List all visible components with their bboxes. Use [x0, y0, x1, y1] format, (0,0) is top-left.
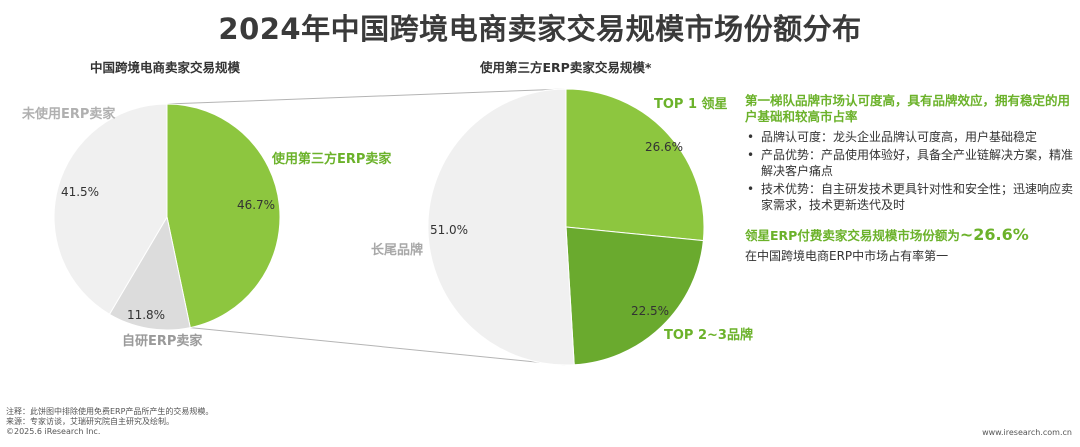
- pie-slice-2-3: [427, 88, 575, 366]
- pie-slice-2-1: [565, 88, 705, 242]
- pie-slice-2-2: [565, 226, 704, 366]
- value-label: 41.5%: [61, 185, 99, 199]
- value-label: 26.6%: [645, 140, 683, 154]
- source-note: 来源：专家访谈，艾瑞研究院自主研究及绘制。: [6, 417, 174, 426]
- category-label: 长尾品牌: [371, 242, 423, 258]
- insight-heading: 第一梯队品牌市场认可度高，具有品牌效应，拥有稳定的用户基础和较高市占率: [745, 93, 1071, 124]
- pie-slice-1-2: [108, 215, 191, 331]
- value-label: 11.8%: [127, 308, 165, 322]
- insight-item: • 品牌认可度：龙头企业品牌认可度高，用户基础稳定: [745, 129, 1075, 145]
- category-label: TOP 2~3品牌: [664, 327, 753, 343]
- share-highlight-value: ~26.6%: [959, 225, 1029, 244]
- footnote: 注释：此饼图中排除使用免费ERP产品所产生的交易规模。: [6, 407, 214, 416]
- pie-slice-1-1: [166, 103, 281, 329]
- insight-item: • 技术优势：自主研发技术更具针对性和安全性；迅速响应卖家需求，技术更新迭代及时: [745, 181, 1075, 213]
- share-highlight: 领星ERP付费卖家交易规模市场份额为~26.6%: [745, 227, 1075, 244]
- category-label: TOP 1 领星: [654, 96, 728, 112]
- insight-text: 产品优势：产品使用体验好，具备全产业链解决方案，精准解决客户痛点: [761, 148, 1074, 178]
- bullet-icon: •: [747, 182, 755, 196]
- value-label: 22.5%: [631, 304, 669, 318]
- insight-list: • 品牌认可度：龙头企业品牌认可度高，用户基础稳定 • 产品优势：产品使用体验好，具…: [745, 129, 1075, 213]
- pie-chart-left: 46.7% 使用第三方ERP卖家 11.8% 自研ERP卖家 41.5% 未使用ERP卖家: [21, 103, 392, 349]
- category-label: 自研ERP卖家: [122, 333, 203, 349]
- connector-line-top: [166, 88, 567, 105]
- pie-slice-1-3: [53, 103, 168, 315]
- insight-text: 技术优势：自主研发技术更具针对性和安全性；迅速响应卖家需求，技术更新迭代及时: [761, 182, 1074, 212]
- chart-title-left: 中国跨境电商卖家交易规模: [90, 60, 241, 75]
- category-label: 使用第三方ERP卖家: [271, 151, 392, 167]
- page-title: 2024年中国跨境电商卖家交易规模市场份额分布: [218, 12, 862, 46]
- pie-chart-right: 26.6% TOP 1 领星 22.5% TOP 2~3品牌 51.0% 长尾品牌: [371, 88, 753, 366]
- connector-lines: [166, 88, 567, 366]
- value-label: 46.7%: [237, 198, 275, 212]
- website-link[interactable]: www.iresearch.com.cn: [982, 428, 1072, 437]
- insight-item: • 产品优势：产品使用体验好，具备全产业链解决方案，精准解决客户痛点: [745, 147, 1075, 179]
- value-label: 51.0%: [430, 223, 468, 237]
- bullet-icon: •: [747, 148, 755, 162]
- insight-panel: 第一梯队品牌市场认可度高，具有品牌效应，拥有稳定的用户基础和较高市占率 • 品牌认…: [745, 93, 1075, 264]
- copyright: ©2025.6 iResearch Inc.: [6, 427, 101, 436]
- share-highlight-label: 领星ERP付费卖家交易规模市场份额为: [745, 228, 960, 243]
- category-label: 未使用ERP卖家: [21, 106, 116, 122]
- insight-text: 品牌认可度：龙头企业品牌认可度高，用户基础稳定: [761, 130, 1038, 144]
- share-subtext: 在中国跨境电商ERP中市场占有率第一: [745, 249, 949, 263]
- footer-notes: 注释：此饼图中排除使用免费ERP产品所产生的交易规模。 来源：专家访谈，艾瑞研究…: [6, 407, 213, 437]
- chart-title-right: 使用第三方ERP卖家交易规模*: [480, 60, 652, 75]
- connector-line-bottom: [190, 327, 567, 366]
- bullet-icon: •: [747, 130, 755, 144]
